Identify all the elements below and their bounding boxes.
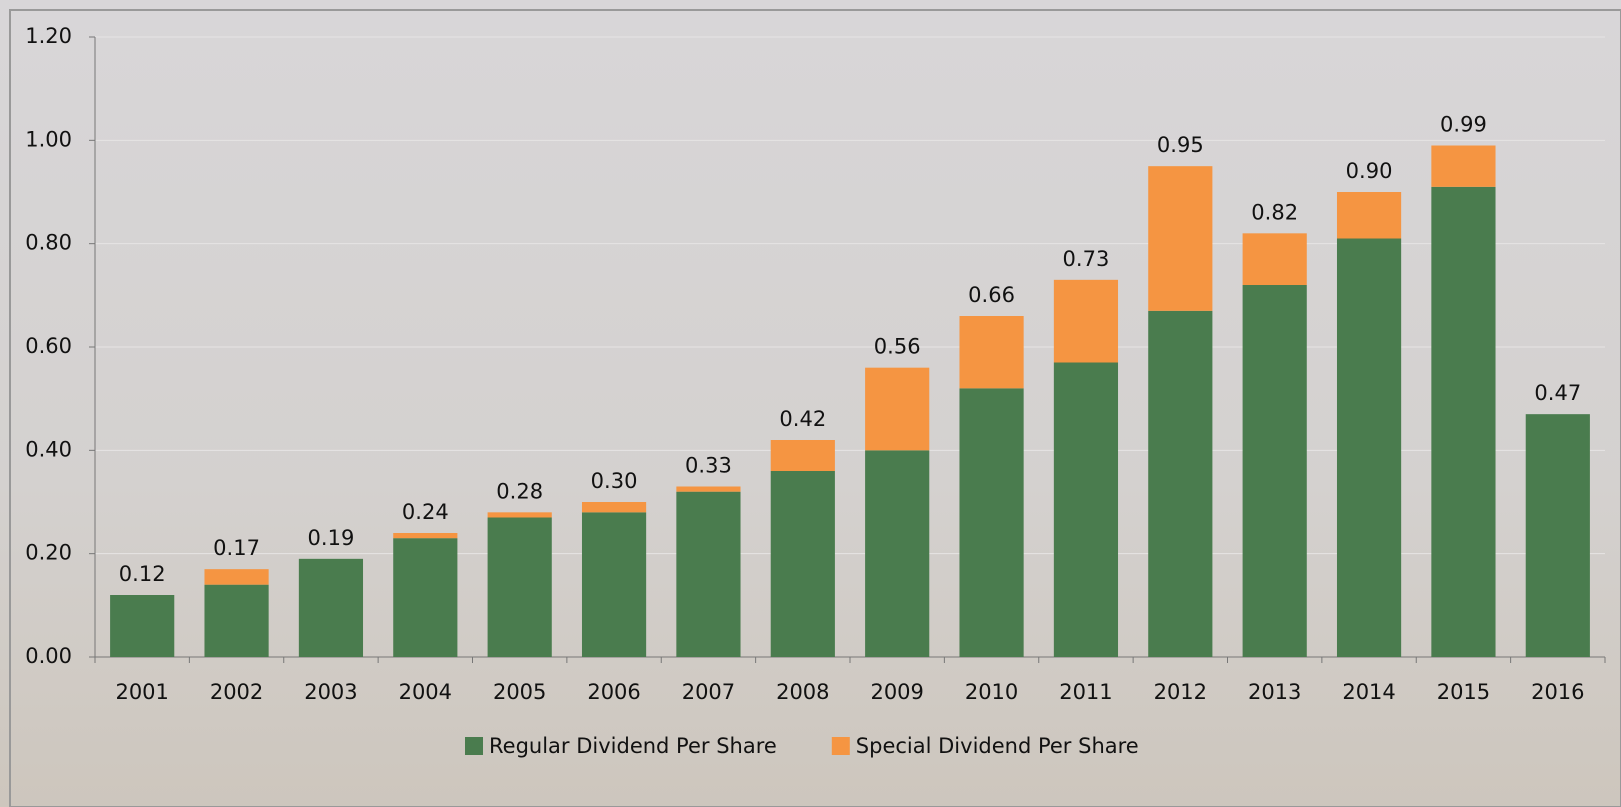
total-label: 0.90 [1346, 159, 1393, 183]
legend-swatch [465, 737, 483, 755]
x-tick-label: 2012 [1154, 680, 1207, 704]
x-tick-label: 2015 [1437, 680, 1490, 704]
total-label: 0.56 [874, 335, 921, 359]
bar-segment [1148, 311, 1212, 657]
bar-segment [1337, 239, 1401, 658]
total-label: 0.28 [496, 479, 543, 503]
total-label: 0.33 [685, 454, 732, 478]
bar-segment [393, 533, 457, 538]
total-label: 0.42 [779, 407, 826, 431]
x-tick-label: 2005 [493, 680, 546, 704]
total-label: 0.17 [213, 536, 260, 560]
page: 0.00 0.20 0.40 0.60 0.80 1.00 1.20 0.12 2001 0.17… [0, 0, 1621, 807]
bar-segment [582, 502, 646, 512]
x-tick-label: 2003 [304, 680, 357, 704]
total-label: 0.66 [968, 283, 1015, 307]
y-tick-label: 1.20 [25, 24, 72, 48]
bar-segment [1243, 233, 1307, 285]
bar-segment [204, 585, 268, 657]
bar-segment [959, 388, 1023, 657]
bar-segment [865, 450, 929, 657]
bar-segment [959, 316, 1023, 388]
bar-segment [299, 559, 363, 657]
bar-segment [488, 518, 552, 658]
total-label: 0.95 [1157, 133, 1204, 157]
bar-segment [1054, 363, 1118, 658]
y-tick-label: 0.40 [25, 437, 72, 461]
bar-segment [1054, 280, 1118, 363]
bar-segment [204, 569, 268, 585]
total-label: 0.73 [1063, 247, 1110, 271]
bar-segment [1243, 285, 1307, 657]
y-tick-label: 1.00 [25, 127, 72, 151]
y-tick-label: 0.60 [25, 334, 72, 358]
bar-segment [1148, 166, 1212, 311]
chart: 0.00 0.20 0.40 0.60 0.80 1.00 1.20 0.12 2001 0.17… [0, 0, 1621, 807]
y-tick-label: 0.00 [25, 644, 72, 668]
x-tick-label: 2006 [587, 680, 640, 704]
x-tick-label: 2004 [399, 680, 452, 704]
bar-segment [676, 487, 740, 492]
bar-segment [393, 538, 457, 657]
y-tick-label: 0.80 [25, 231, 72, 255]
total-label: 0.30 [591, 469, 638, 493]
bar-segment [1431, 146, 1495, 187]
x-tick-label: 2014 [1342, 680, 1395, 704]
bar-segment [1526, 414, 1590, 657]
total-label: 0.24 [402, 500, 449, 524]
bar-segment [771, 440, 835, 471]
total-label: 0.82 [1251, 200, 1298, 224]
x-tick-label: 2016 [1531, 680, 1584, 704]
y-tick-label: 0.20 [25, 541, 72, 565]
x-tick-label: 2009 [870, 680, 923, 704]
legend-swatch [832, 737, 850, 755]
bar-segment [865, 368, 929, 451]
bar-segment [676, 492, 740, 657]
bar-segment [110, 595, 174, 657]
x-tick-label: 2010 [965, 680, 1018, 704]
x-tick-label: 2002 [210, 680, 263, 704]
bar-segment [771, 471, 835, 657]
x-tick-label: 2013 [1248, 680, 1301, 704]
bar-segment [1337, 192, 1401, 239]
x-tick-label: 2008 [776, 680, 829, 704]
x-tick-label: 2007 [682, 680, 735, 704]
x-tick-label: 2011 [1059, 680, 1112, 704]
bar-segment [1431, 187, 1495, 657]
bar-segment [582, 512, 646, 657]
bar-segment [488, 512, 552, 517]
legend-label: Special Dividend Per Share [856, 734, 1139, 758]
total-label: 0.19 [308, 526, 355, 550]
x-tick-label: 2001 [115, 680, 168, 704]
legend-label: Regular Dividend Per Share [489, 734, 777, 758]
total-label: 0.47 [1534, 381, 1581, 405]
total-label: 0.12 [119, 562, 166, 586]
total-label: 0.99 [1440, 113, 1487, 137]
